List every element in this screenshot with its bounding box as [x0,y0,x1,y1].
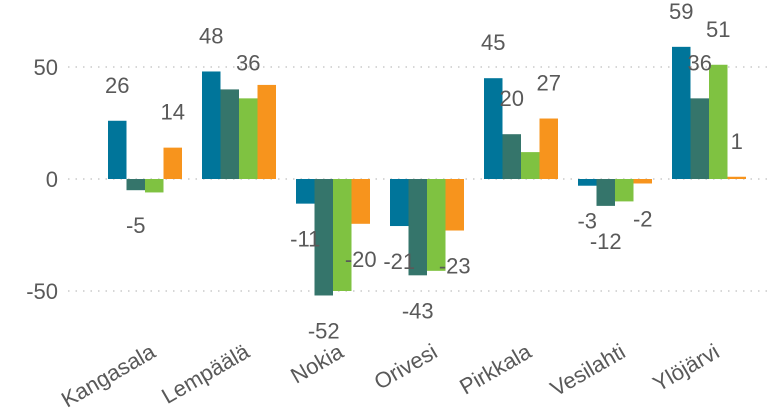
data-label: 51 [706,17,730,42]
bars [108,46,746,296]
category-label: Vesilahti [546,339,629,402]
data-label: -12 [590,229,622,254]
bar-lempäälä-2 [220,89,239,179]
category-label: Pirkkala [455,338,536,399]
data-label: 14 [161,100,185,125]
category-label: Kangasala [57,338,160,412]
gridlines [68,66,770,292]
bar-lempäälä-4 [257,84,276,179]
y-axis-ticks: 50 0 -50 [26,55,58,304]
data-label: 36 [688,50,712,75]
bar-lempäälä-3 [239,98,258,179]
data-label: -11 [290,227,320,252]
y-tick-label: 50 [34,55,58,80]
bar-vesilahti-2 [596,179,615,206]
data-label: 27 [537,71,561,96]
bar-vesilahti-4 [633,179,652,184]
category-label: Ylöjärvi [649,339,724,397]
bar-orivesi-3 [427,179,446,271]
bar-pirkkala-3 [521,152,540,179]
bar-ylöjärvi-1 [672,46,691,180]
data-label: -43 [402,298,434,323]
bar-nokia-1 [296,179,315,204]
bar-vesilahti-1 [578,179,597,186]
data-label: 48 [199,23,223,48]
data-label: 59 [669,0,693,24]
bar-kangasala-4 [163,147,182,179]
bar-ylöjärvi-2 [690,98,709,179]
bar-nokia-4 [351,179,370,224]
bar-vesilahti-3 [615,179,634,202]
bar-orivesi-2 [408,179,427,276]
bar-kangasala-2 [126,179,145,191]
data-label: 26 [105,73,129,98]
bar-ylöjärvi-4 [727,176,746,179]
data-label: 36 [236,50,260,75]
data-label: -2 [633,206,653,231]
bar-pirkkala-1 [484,78,503,179]
category-label: Nokia [286,338,348,388]
bar-orivesi-4 [445,179,464,231]
y-tick-label: 0 [46,167,58,192]
bar-nokia-3 [333,179,352,291]
bar-pirkkala-4 [539,118,558,179]
bar-kangasala-3 [145,179,164,193]
category-label: Lempäälä [157,338,254,408]
bar-orivesi-1 [390,179,409,227]
data-label: 20 [500,86,524,111]
data-label: -5 [126,213,146,238]
data-label: 1 [731,129,743,154]
bar-lempäälä-1 [202,71,221,179]
bar-kangasala-1 [108,120,127,179]
data-label: -23 [439,254,471,279]
y-tick-label: -50 [26,279,58,304]
data-label: -20 [345,247,377,272]
data-label: -3 [577,209,597,234]
data-label: -52 [308,318,340,343]
data-label: 45 [481,30,505,55]
data-label: -21 [383,249,415,274]
bar-nokia-2 [314,179,333,296]
bar-ylöjärvi-3 [709,64,728,179]
bar-pirkkala-2 [502,134,521,179]
category-label: Orivesi [370,339,442,395]
